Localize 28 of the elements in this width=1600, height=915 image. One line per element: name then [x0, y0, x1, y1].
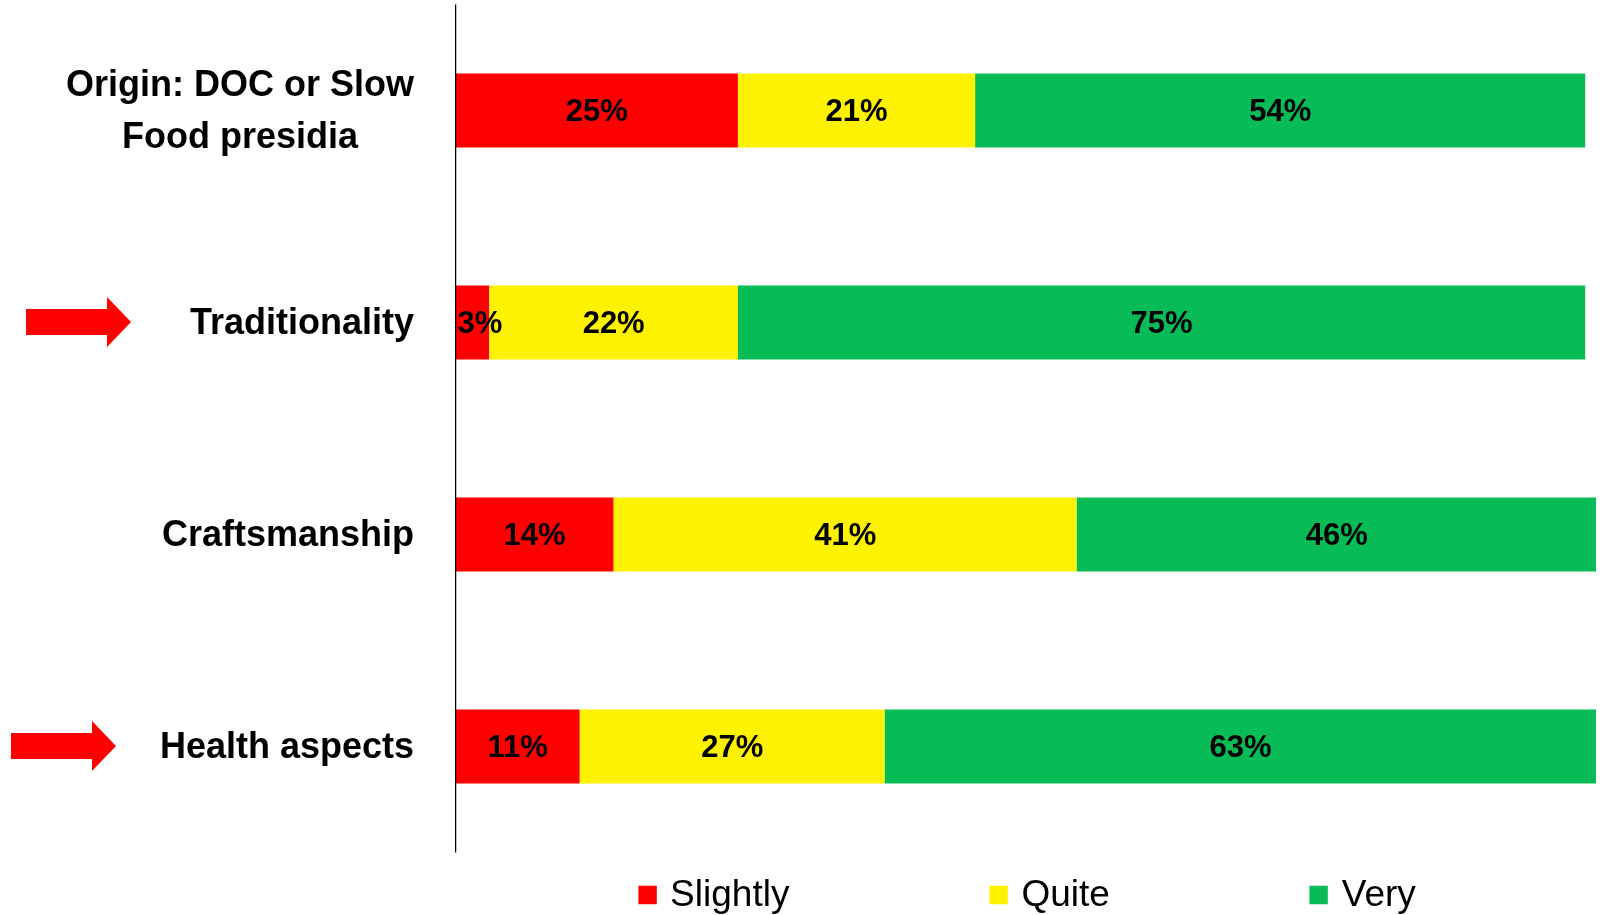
- bar: [455, 497, 614, 572]
- data-label: 41%: [814, 517, 877, 552]
- bar: [613, 497, 1077, 572]
- data-label: 54%: [1249, 93, 1312, 128]
- y-tick-label: Craftsmanship: [161, 511, 414, 556]
- data-label: 63%: [1209, 729, 1272, 764]
- y-tick-label: Origin: DOC or Slow Food presidia: [66, 61, 414, 158]
- bar: [975, 73, 1586, 148]
- data-label: 11%: [487, 729, 548, 764]
- legend-label: Very: [1341, 873, 1416, 915]
- bar: [884, 709, 1596, 784]
- data-label: 21%: [825, 93, 888, 128]
- bar: [737, 73, 976, 148]
- data-label: 46%: [1305, 517, 1368, 552]
- bar: [455, 709, 580, 784]
- data-label: 22%: [582, 305, 645, 340]
- data-label: 27%: [701, 729, 764, 764]
- bar: [455, 73, 738, 148]
- data-label: 75%: [1130, 305, 1193, 340]
- data-label: 25%: [565, 93, 628, 128]
- y-tick-label: Health aspects: [159, 723, 414, 768]
- y-tick-label: Traditionality: [189, 299, 414, 344]
- bar: [737, 285, 1586, 360]
- legend-label: Quite: [1021, 873, 1110, 915]
- legend-label: Slightly: [670, 873, 790, 915]
- bar: [579, 709, 885, 784]
- data-label: 14%: [503, 517, 566, 552]
- bar: [1076, 497, 1596, 572]
